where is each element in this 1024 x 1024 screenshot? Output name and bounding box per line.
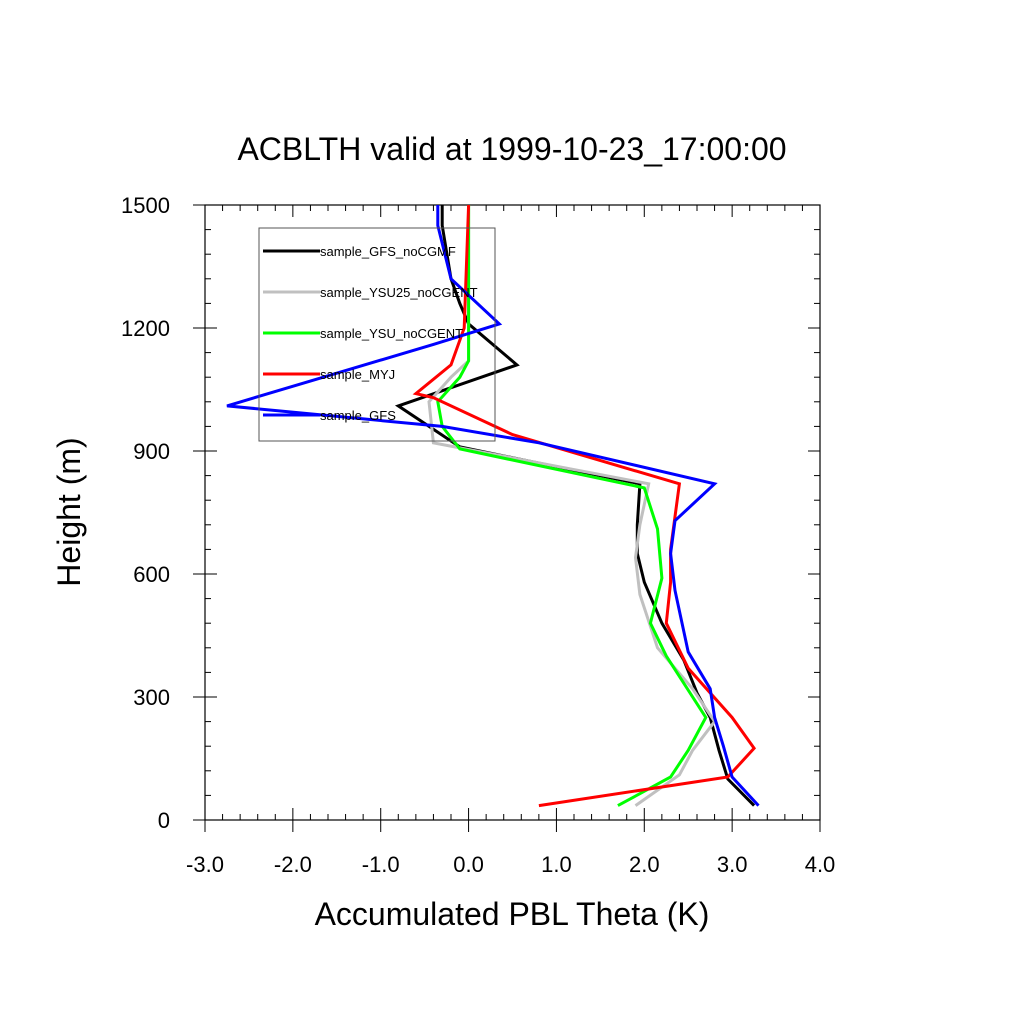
y-tick-label: 1200 xyxy=(121,316,170,341)
y-axis-label: Height (m) xyxy=(51,437,87,586)
legend-label: sample_YSU_noCGENT xyxy=(320,326,463,341)
y-tick-labels: 0 300 600 900 1200 1500 xyxy=(121,193,170,833)
y-tick-label: 0 xyxy=(158,808,170,833)
legend: sample_GFS_noCGMF sample_YSU25_noCGENTsam… xyxy=(258,227,496,442)
x-tick-labels: -3.0 -2.0 -1.0 0.0 1.0 2.0 3.0 4.0 xyxy=(186,852,835,877)
legend-label: sample_GFS xyxy=(320,408,396,423)
x-tick-label: 0.0 xyxy=(453,852,484,877)
axis-ticks xyxy=(193,204,821,832)
x-tick-label: -2.0 xyxy=(274,852,312,877)
x-tick-label: 1.0 xyxy=(541,852,572,877)
series-line-sample_YSU_noCGENT xyxy=(436,205,708,807)
y-tick-label: 300 xyxy=(133,685,170,710)
plot-area xyxy=(193,204,821,832)
y-tick-label: 900 xyxy=(133,439,170,464)
x-tick-label: 4.0 xyxy=(805,852,836,877)
legend-label: sample_YSU25_noCGENT xyxy=(320,285,478,300)
plot-frame xyxy=(204,204,821,821)
x-tick-label: 2.0 xyxy=(629,852,660,877)
chart-title: ACBLTH valid at 1999-10-23_17:00:00 xyxy=(237,131,786,167)
legend-box xyxy=(258,227,496,442)
legend-label: sample_GFS_noCGMF xyxy=(320,244,456,259)
legend-label: sample_MYJ xyxy=(320,367,395,382)
x-tick-label: -1.0 xyxy=(362,852,400,877)
x-tick-label: 3.0 xyxy=(717,852,748,877)
series-line-sample_YSU25_noCGENT xyxy=(427,205,717,807)
y-tick-label: 600 xyxy=(133,562,170,587)
x-axis-label: Accumulated PBL Theta (K) xyxy=(315,896,710,932)
x-tick-label: -3.0 xyxy=(186,852,224,877)
series-line-sample_GFS xyxy=(226,205,760,807)
series-lines xyxy=(226,204,760,808)
y-tick-label: 1500 xyxy=(121,193,170,218)
